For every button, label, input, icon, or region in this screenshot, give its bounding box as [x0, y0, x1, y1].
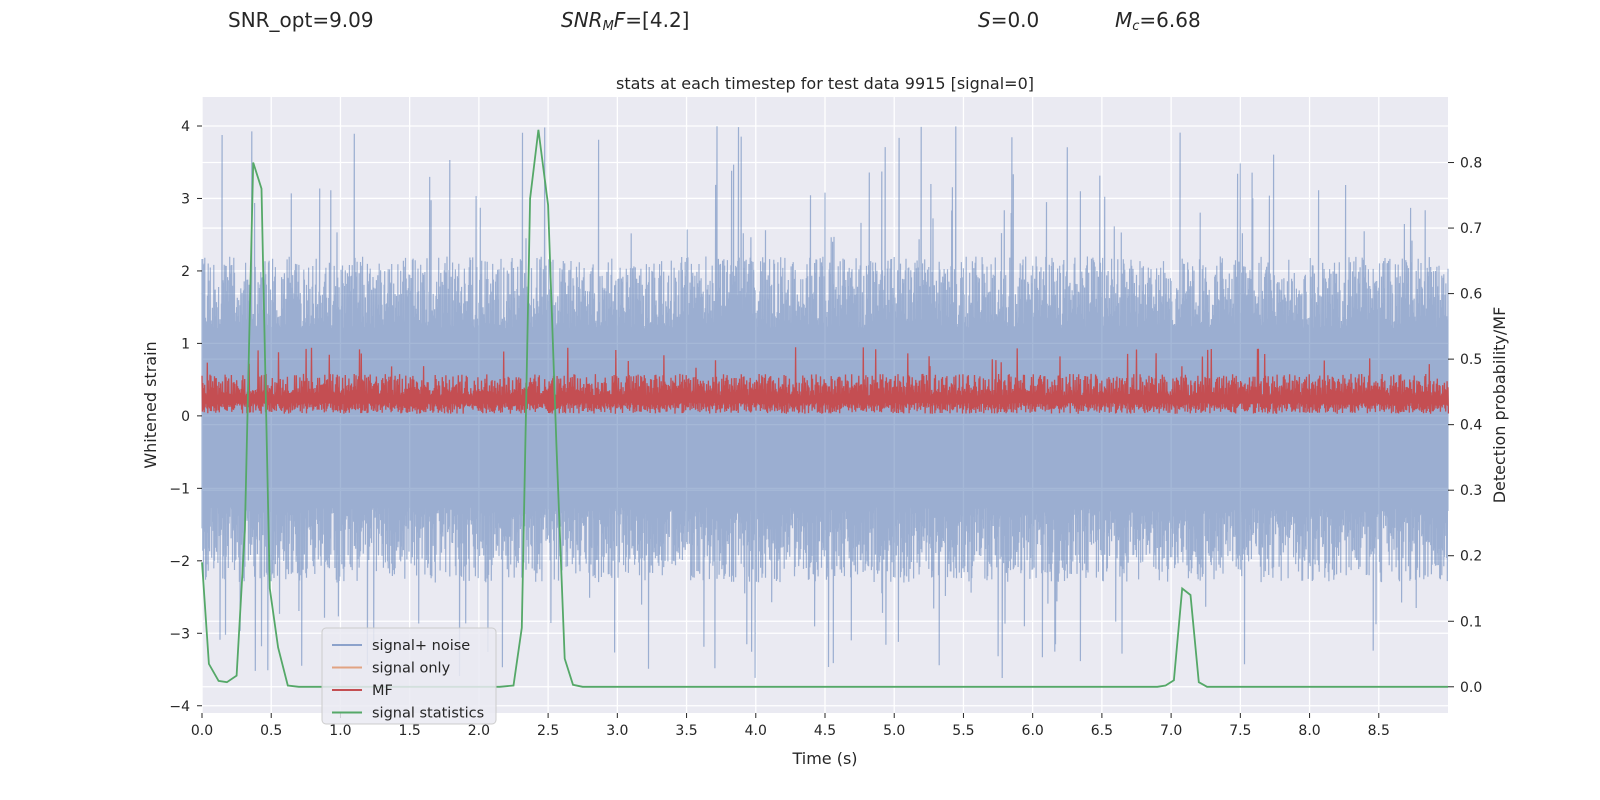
x-tick-label-9: 4.5: [814, 723, 836, 739]
series-signal-statistics: [201, 129, 1448, 688]
mf-line: [201, 347, 1450, 414]
x-tick-label-12: 6.0: [1022, 723, 1044, 739]
y2-axis-ticks: 0.0 0.1 0.2 0.3 0.4 0.5 0.6 0.7 0.8: [1448, 156, 1482, 696]
series-signal-noise: [201, 126, 1449, 679]
x-tick-label-14: 7.0: [1160, 723, 1182, 739]
y2-tick-label-4: 0.4: [1460, 418, 1482, 434]
snr-mf-label: SNRMF=[4.2]: [561, 8, 690, 34]
x-tick-label-17: 8.5: [1368, 723, 1390, 739]
y-tick-label-2: −2: [169, 554, 190, 570]
x-tick-label-7: 3.5: [675, 723, 697, 739]
y2-axis-label: Detection probability/MF: [1490, 307, 1509, 504]
mc-value-label: Mc=6.68: [1115, 8, 1201, 34]
y2-tick-label-0: 0.0: [1460, 680, 1482, 696]
x-tick-label-16: 8.0: [1298, 723, 1320, 739]
x-tick-label-10: 5.0: [883, 723, 905, 739]
chart-title: stats at each timestep for test data 991…: [616, 74, 1034, 93]
x-tick-label-3: 1.5: [399, 723, 421, 739]
legend-label-0: signal+ noise: [372, 638, 470, 654]
x-tick-label-11: 5.5: [952, 723, 974, 739]
x-tick-label-4: 2.0: [468, 723, 490, 739]
legend-label-3: signal statistics: [372, 706, 484, 722]
y-tick-label-6: 2: [181, 264, 190, 280]
y2-tick-label-5: 0.5: [1460, 352, 1482, 368]
x-tick-label-1: 0.5: [260, 723, 282, 739]
signal-noise-line: [201, 126, 1449, 679]
y-tick-label-5: 1: [181, 336, 190, 352]
y-tick-label-0: −4: [169, 699, 190, 715]
legend: signal+ noise signal only MF signal statist…: [321, 627, 497, 725]
x-tick-label-5: 2.5: [537, 723, 559, 739]
y-axis-ticks: −4 −3 −2 −1 0 1 2 3 4: [169, 119, 202, 715]
legend-box: [321, 627, 497, 725]
y-tick-label-8: 4: [181, 119, 190, 135]
y-tick-label-3: −1: [169, 481, 190, 497]
legend-label-2: MF: [372, 683, 393, 699]
legend-label-1: signal only: [372, 661, 451, 677]
x-tick-label-8: 4.0: [745, 723, 767, 739]
series-mf: [201, 347, 1450, 414]
y-tick-label-7: 3: [181, 191, 190, 207]
x-tick-label-2: 1.0: [329, 723, 351, 739]
x-axis-label: Time (s): [791, 749, 857, 768]
snr-opt-label: SNR_opt=9.09: [228, 8, 374, 32]
x-tick-label-15: 7.5: [1229, 723, 1251, 739]
x-tick-label-6: 3.0: [606, 723, 628, 739]
x-tick-label-13: 6.5: [1091, 723, 1113, 739]
y2-tick-label-1: 0.1: [1460, 614, 1482, 630]
x-tick-label-0: 0.0: [191, 723, 213, 739]
y-tick-label-4: 0: [181, 409, 190, 425]
signal-statistics-line: [201, 129, 1448, 688]
y-axis-label: Whitened strain: [141, 341, 160, 468]
y2-tick-label-3: 0.3: [1460, 483, 1482, 499]
y2-tick-label-8: 0.8: [1460, 156, 1482, 172]
y-tick-label-1: −3: [169, 626, 190, 642]
x-axis-ticks: 0.0 0.5 1.0 1.5 2.0 2.5 3.0 3.5 4.0 4.5 5.0 5.5 6.0 6…: [191, 713, 1390, 739]
y2-tick-label-6: 0.6: [1460, 287, 1482, 303]
y2-tick-label-2: 0.2: [1460, 549, 1482, 565]
y2-tick-label-7: 0.7: [1460, 221, 1482, 237]
s-value-label: S=0.0: [978, 8, 1040, 32]
